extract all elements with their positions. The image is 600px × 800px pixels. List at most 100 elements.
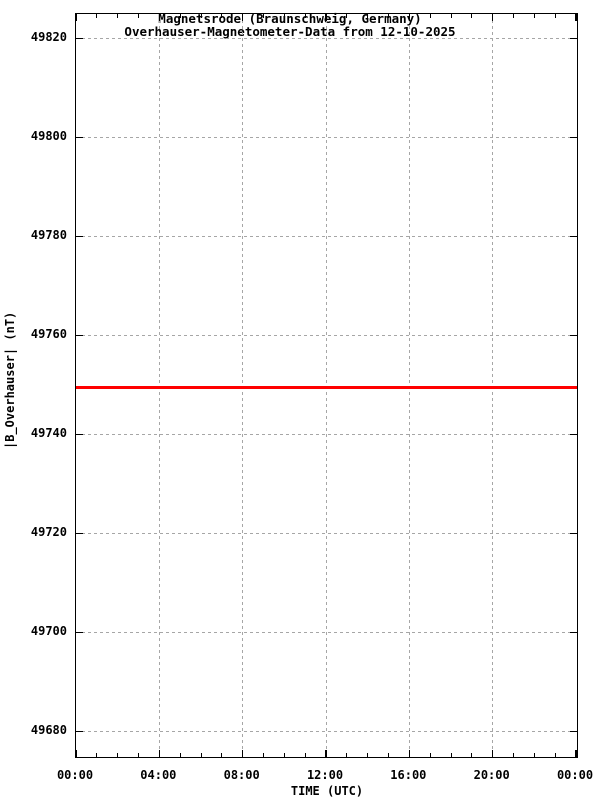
x-minor-tick-top bbox=[304, 14, 306, 18]
x-minor-tick-top bbox=[138, 14, 139, 18]
y-grid-line bbox=[76, 38, 577, 40]
x-tick-label: 00:00 bbox=[56, 768, 94, 782]
x-minor-tick-bottom bbox=[283, 753, 285, 757]
y-grid-line bbox=[76, 335, 577, 337]
y-tick-left bbox=[76, 235, 83, 238]
y-tick-label: 49800 bbox=[30, 129, 67, 144]
x-tick-top bbox=[325, 14, 327, 21]
x-minor-tick-top bbox=[513, 14, 514, 18]
y-tick-right bbox=[570, 136, 577, 139]
y-tick-left bbox=[76, 334, 83, 337]
x-minor-tick-top bbox=[429, 14, 431, 18]
x-minor-tick-top bbox=[117, 14, 119, 18]
x-minor-tick-bottom bbox=[450, 753, 452, 757]
x-minor-tick-top bbox=[471, 14, 473, 18]
x-minor-tick-bottom bbox=[117, 753, 119, 757]
x-minor-tick-bottom bbox=[221, 753, 223, 757]
y-tick-right bbox=[570, 37, 577, 40]
x-minor-tick-bottom bbox=[96, 753, 98, 757]
series-line-overhauser bbox=[76, 385, 577, 389]
x-tick-label: 08:00 bbox=[223, 768, 260, 782]
x-minor-tick-top bbox=[200, 14, 202, 18]
chart-title-block: Magnetsrode (Braunschweig, Germany) Over… bbox=[0, 12, 580, 38]
x-tick-label: 16:00 bbox=[390, 768, 427, 782]
x-minor-tick-bottom bbox=[138, 753, 139, 757]
x-minor-tick-bottom bbox=[513, 753, 514, 757]
x-minor-tick-top bbox=[533, 14, 535, 18]
x-tick-bottom bbox=[575, 750, 577, 757]
x-grid-line bbox=[158, 14, 160, 757]
y-tick-label: 49820 bbox=[30, 30, 67, 45]
y-grid-line bbox=[76, 730, 577, 732]
x-minor-tick-top bbox=[263, 14, 264, 18]
x-axis-label: TIME (UTC) bbox=[290, 784, 364, 798]
plot-area bbox=[75, 13, 578, 758]
y-tick-label: 49720 bbox=[30, 524, 67, 539]
chart-subtitle: Overhauser-Magnetometer-Data from 12-10-… bbox=[124, 24, 456, 39]
y-tick-label: 49680 bbox=[30, 722, 67, 737]
x-tick-top bbox=[241, 14, 244, 21]
x-minor-tick-bottom bbox=[554, 753, 556, 757]
x-tick-label: 00:00 bbox=[556, 768, 594, 782]
y-tick-left bbox=[76, 631, 83, 634]
x-tick-top bbox=[75, 14, 77, 21]
x-tick-bottom bbox=[491, 750, 494, 757]
x-tick-bottom bbox=[325, 750, 327, 757]
y-tick-right bbox=[570, 334, 577, 337]
x-tick-bottom bbox=[241, 750, 244, 757]
x-minor-tick-top bbox=[346, 14, 348, 18]
x-tick-label: 20:00 bbox=[473, 768, 510, 782]
x-grid-line bbox=[408, 14, 410, 757]
x-minor-tick-bottom bbox=[346, 753, 348, 757]
x-tick-bottom bbox=[408, 750, 411, 757]
y-tick-label: 49700 bbox=[30, 623, 67, 638]
y-tick-right bbox=[570, 433, 577, 436]
x-minor-tick-bottom bbox=[200, 753, 202, 757]
y-grid-line bbox=[76, 532, 577, 534]
x-tick-top bbox=[408, 14, 411, 21]
x-minor-tick-top bbox=[221, 14, 223, 18]
x-tick-top bbox=[491, 14, 494, 21]
x-minor-tick-bottom bbox=[263, 753, 264, 757]
x-minor-tick-top bbox=[179, 14, 181, 18]
y-tick-left bbox=[76, 433, 83, 436]
x-grid-line bbox=[242, 14, 244, 757]
y-grid-line bbox=[76, 433, 577, 435]
x-minor-tick-top bbox=[388, 14, 389, 18]
chart-title: Magnetsrode (Braunschweig, Germany) bbox=[158, 11, 422, 26]
y-tick-left bbox=[76, 37, 83, 40]
x-minor-tick-bottom bbox=[367, 753, 369, 757]
x-minor-tick-top bbox=[554, 14, 556, 18]
y-tick-left bbox=[76, 136, 83, 139]
x-grid-line bbox=[325, 14, 327, 757]
y-tick-left bbox=[76, 532, 83, 535]
x-minor-tick-top bbox=[367, 14, 369, 18]
y-grid-line bbox=[76, 631, 577, 633]
x-tick-label: 04:00 bbox=[140, 768, 177, 782]
x-minor-tick-bottom bbox=[429, 753, 431, 757]
y-tick-right bbox=[570, 532, 577, 535]
y-tick-label: 49780 bbox=[30, 228, 67, 243]
y-grid-line bbox=[76, 236, 577, 238]
x-grid-line bbox=[492, 14, 494, 757]
y-tick-right bbox=[570, 730, 577, 733]
x-tick-bottom bbox=[75, 750, 77, 757]
x-minor-tick-bottom bbox=[533, 753, 535, 757]
x-tick-bottom bbox=[158, 750, 161, 757]
x-minor-tick-bottom bbox=[471, 753, 473, 757]
y-tick-label: 49760 bbox=[30, 327, 67, 342]
x-tick-label: 12:00 bbox=[306, 768, 344, 782]
x-minor-tick-bottom bbox=[388, 753, 389, 757]
x-minor-tick-top bbox=[283, 14, 285, 18]
x-minor-tick-bottom bbox=[179, 753, 181, 757]
y-tick-left bbox=[76, 730, 83, 733]
x-minor-tick-top bbox=[96, 14, 98, 18]
y-tick-label: 49740 bbox=[30, 425, 67, 440]
x-tick-top bbox=[575, 14, 577, 21]
y-grid-line bbox=[76, 137, 577, 139]
x-minor-tick-bottom bbox=[304, 753, 306, 757]
x-minor-tick-top bbox=[450, 14, 452, 18]
y-tick-right bbox=[570, 235, 577, 238]
x-tick-top bbox=[158, 14, 161, 21]
